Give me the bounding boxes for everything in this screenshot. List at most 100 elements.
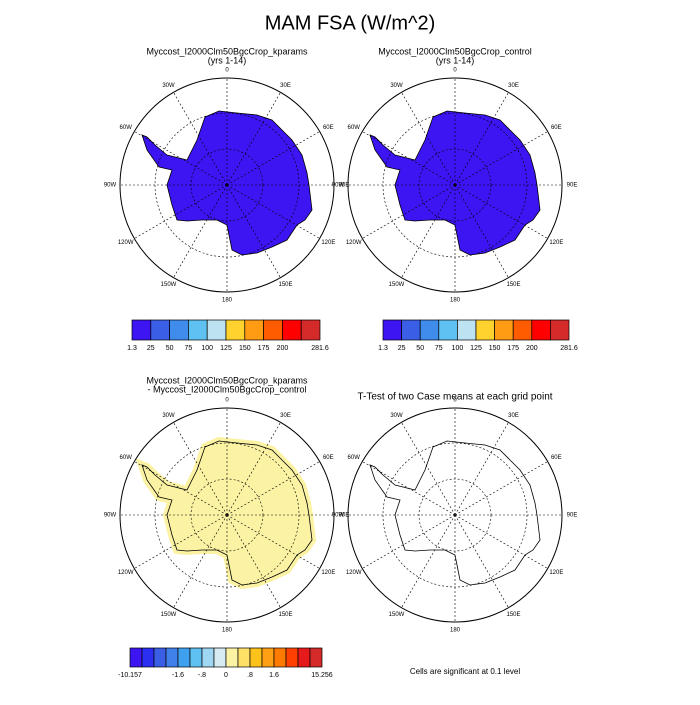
meridian	[454, 184, 548, 239]
longitude-label: 120E	[321, 240, 335, 246]
meridian	[173, 92, 228, 186]
colorbar-box	[189, 647, 203, 668]
colorbar-box	[273, 647, 287, 668]
meridian	[226, 514, 281, 608]
colorbar-box	[249, 647, 263, 668]
longitude-label: 150E	[278, 612, 292, 618]
meridian	[454, 92, 509, 186]
meridian	[362, 131, 456, 186]
longitude-label: 180	[450, 628, 461, 634]
longitude-label: 90E	[567, 183, 578, 189]
longitude-label: 150W	[389, 612, 405, 618]
longitude-label: 60W	[120, 125, 133, 131]
longitude-label: 150W	[161, 282, 177, 288]
longitude-label: 60W	[120, 455, 133, 461]
colorbar-label: 1.6	[269, 672, 279, 679]
colorbar-box	[475, 319, 495, 341]
colorbar-label: 100	[452, 345, 464, 352]
colorbar-label: 75	[185, 345, 193, 352]
longitude-label: 120W	[346, 240, 362, 246]
longitude-label: 60E	[551, 455, 562, 461]
panel-title: (yrs 1-14)	[208, 55, 247, 65]
colorbar-label: 0	[224, 672, 228, 679]
meridian	[134, 461, 228, 516]
colorbar-box	[512, 319, 533, 341]
meridian	[454, 514, 548, 569]
colorbar-label: 125	[470, 345, 482, 352]
colorbar-label: 175	[258, 345, 270, 352]
meridian	[454, 461, 548, 516]
meridian	[226, 92, 281, 186]
longitude-label: 90E	[339, 183, 350, 189]
meridian	[454, 131, 548, 186]
colorbar-label: -.8	[198, 672, 206, 679]
meridian	[226, 184, 320, 239]
longitude-label: 0	[225, 68, 229, 74]
colorbar-box	[300, 319, 321, 341]
longitude-label: 120E	[321, 570, 335, 576]
panel-title: (yrs 1-14)	[436, 55, 475, 65]
colorbar-label: 1.3	[378, 345, 388, 352]
longitude-label: 90E	[567, 513, 578, 519]
panel-title: Myccost_I2000Clm50BgcCrop_control	[378, 46, 532, 56]
longitude-label: 30W	[390, 83, 403, 89]
meridian	[362, 461, 456, 516]
meridian	[454, 422, 509, 516]
colorbar-label: 125	[220, 345, 232, 352]
meridian	[226, 422, 281, 516]
colorbar-label: 75	[435, 345, 443, 352]
colorbar-label: 25	[398, 345, 406, 352]
colorbar-box	[141, 647, 155, 668]
colorbar-box	[225, 647, 239, 668]
longitude-label: 30E	[508, 413, 519, 419]
colorbar-box	[401, 319, 421, 341]
colorbar-box	[129, 647, 143, 668]
longitude-label: 30E	[280, 83, 291, 89]
colorbar-label: 25	[147, 345, 155, 352]
colorbar-box	[177, 647, 191, 668]
colorbar-box	[201, 647, 215, 668]
longitude-label: 0	[453, 68, 457, 74]
colorbar-box	[285, 647, 299, 668]
longitude-label: 150E	[506, 282, 520, 288]
colorbar-box	[244, 319, 264, 341]
map-border	[119, 77, 335, 293]
polar-map: 0 30E 60E 90E 120E 150E 180 150W 120W 90W 60W 30W	[332, 398, 578, 634]
meridian	[226, 514, 320, 569]
colorbar-label: 50	[416, 345, 424, 352]
colorbar-label: 175	[507, 345, 519, 352]
footer-note: Cells are significant at 0.1 level	[410, 667, 521, 676]
colorbar-label: 1.3	[127, 345, 137, 352]
colorbar-box	[165, 647, 179, 668]
longitude-label: 60W	[348, 455, 361, 461]
longitude-label: 180	[222, 298, 233, 304]
longitude-label: 120E	[549, 570, 563, 576]
colorbar-box	[494, 319, 514, 341]
meridian	[401, 422, 456, 516]
meridian	[401, 184, 456, 278]
colorbar-label: .8	[247, 672, 253, 679]
panel-title: Myccost_I2000Clm50BgcCrop_kparams	[146, 46, 308, 56]
meridian	[401, 92, 456, 186]
longitude-label: 60E	[551, 125, 562, 131]
meridian	[173, 422, 228, 516]
longitude-label: 120W	[118, 570, 134, 576]
longitude-label: 60W	[348, 125, 361, 131]
colorbar-label: 281.6	[311, 345, 329, 352]
colorbar-label: 150	[239, 345, 251, 352]
polar-map: 0 30E 60E 90E 120E 150E 180 150W 120W 90W 60W 30W	[104, 68, 350, 304]
longitude-label: 150W	[389, 282, 405, 288]
longitude-label: 0	[225, 398, 229, 404]
colorbar-box	[213, 647, 227, 668]
longitude-label: 30W	[162, 413, 175, 419]
colorbar-box	[419, 319, 440, 341]
colorbar-box	[261, 647, 275, 668]
colorbar-box	[282, 319, 302, 341]
longitude-label: 90W	[332, 513, 345, 519]
panel-title: Myccost_I2000Clm50BgcCrop_kparams	[146, 375, 308, 385]
figure-title: MAM FSA (W/m^2)	[265, 12, 436, 34]
meridian	[226, 184, 281, 278]
longitude-label: 150E	[506, 612, 520, 618]
colorbar-label: 50	[166, 345, 174, 352]
longitude-label: 180	[450, 298, 461, 304]
